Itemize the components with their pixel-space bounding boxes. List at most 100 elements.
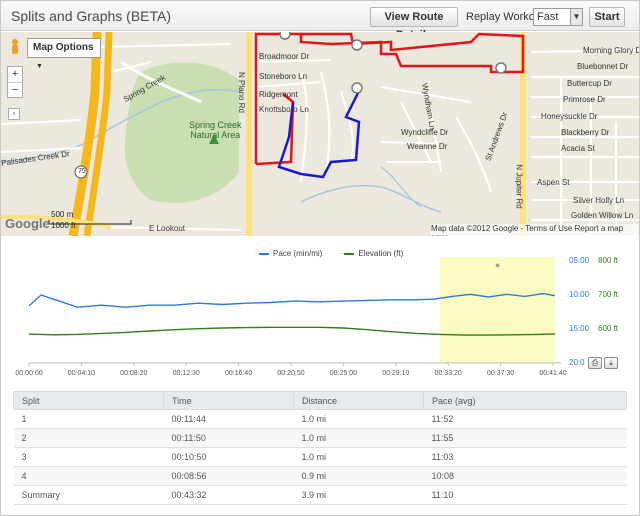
scale-m-label: 500 m <box>51 210 74 219</box>
x-tick-label: 00:12:30 <box>173 370 200 377</box>
highlight-marker: ◆ <box>495 263 500 269</box>
map-graphic <box>1 32 639 236</box>
map-label: Wyndcliffe Dr <box>401 128 449 137</box>
map-label: Morning Glory Dr <box>583 46 639 55</box>
view-route-details-button[interactable]: View Route Details <box>370 7 458 41</box>
map-label: Stoneboro Ln <box>259 72 308 81</box>
time-cell: 00:43:32 <box>163 485 294 505</box>
map-label: Weanne Dr <box>407 142 448 151</box>
chart-legend: Pace (min/mi) Elevation (ft) <box>259 249 403 258</box>
distance-cell: 3.9 mi <box>293 485 424 505</box>
download-icon[interactable]: ⤓ <box>604 357 618 369</box>
pace-series-line <box>28 292 556 308</box>
street-grid <box>1 43 639 232</box>
zoom-out-button[interactable]: − <box>11 84 19 96</box>
x-tick-label: 00:08:20 <box>120 370 147 377</box>
zoom-control: + − <box>7 66 23 98</box>
x-tick-label: 00:29:10 <box>382 370 409 377</box>
route-75-shield <box>74 165 88 179</box>
panel-title: Splits and Graphs (BETA) <box>11 8 172 24</box>
map-label: Ridgemont <box>259 90 298 99</box>
x-tick-label: 00:16:40 <box>225 370 252 377</box>
split-cell: 1 <box>13 409 164 429</box>
print-icon[interactable]: ⎙ <box>588 357 602 369</box>
map-label: E Lookout <box>149 224 186 233</box>
split-cell: 4 <box>13 466 164 486</box>
time-cell: 00:11:50 <box>163 428 294 448</box>
legend-elevation: Elevation (ft) <box>344 249 403 258</box>
x-tick-label: 00:33:20 <box>435 370 462 377</box>
x-tick-label: 00:00:00 <box>15 370 42 377</box>
scale-bar <box>48 220 132 225</box>
scale-ft-label: 1000 ft <box>51 221 76 230</box>
park-tree-icon <box>209 134 219 144</box>
map-label: Honeysuckle Dr <box>541 112 598 121</box>
x-tick-label: 00:20:50 <box>277 370 304 377</box>
replay-highlight-band <box>440 257 555 363</box>
column-header: Distance <box>293 391 424 410</box>
creek-line <box>300 184 442 213</box>
pace-tick-label: 10:00 <box>569 290 590 299</box>
highway-75 <box>68 32 102 236</box>
distance-cell: 1.0 mi <box>293 428 424 448</box>
start-button[interactable]: Start <box>589 7 625 27</box>
map-label: Broadmoor Dr <box>259 52 310 61</box>
column-header: Time <box>163 391 294 410</box>
replay-speed-select[interactable]: Fast ▼ <box>533 8 583 26</box>
pace-tick-label: 20:0 <box>569 358 585 367</box>
chevron-down-icon[interactable]: ▼ <box>570 9 582 25</box>
distance-cell: 0.9 mi <box>293 466 424 486</box>
map-label: Primrose Dr <box>563 95 606 104</box>
map-label: N Jupiter Rd <box>514 164 524 209</box>
x-tick-label: 00:04:10 <box>68 370 95 377</box>
map-attribution[interactable]: Map data ©2012 Google - Terms of Use Rep… <box>431 224 639 236</box>
pace-tick-label: 15:00 <box>569 324 590 333</box>
table-row: 4 00:08:56 0.9 mi 10:08 <box>13 466 627 486</box>
street-view-pegman-icon[interactable] <box>9 38 21 58</box>
elevation-tick-label: 600 ft <box>598 324 619 333</box>
map-label: Bluebonnet Dr <box>577 62 629 71</box>
route-blue-segment <box>277 86 363 179</box>
map-label: Blackberry Dr <box>561 128 610 137</box>
route-map[interactable]: Map Options ▼ + − ▫ Spring Creek Spring … <box>1 32 639 236</box>
x-tick-label: 00:25:00 <box>330 370 357 377</box>
map-options-button[interactable]: Map Options ▼ <box>27 38 101 70</box>
elevation-tick-label: 700 ft <box>598 290 619 299</box>
column-header: Split <box>13 391 164 410</box>
summary-row: Summary 00:43:32 3.9 mi 11:10 <box>13 485 627 505</box>
column-header: Pace (avg) <box>423 391 627 410</box>
creek-line <box>1 88 242 163</box>
time-cell: 00:11:44 <box>163 409 294 429</box>
split-cell: Summary <box>13 485 164 505</box>
chevron-down-icon: ▼ <box>36 63 43 70</box>
pace-tick-label: 05:00 <box>569 256 590 265</box>
legend-pace: Pace (min/mi) <box>259 249 322 258</box>
map-label: N Plano Rd <box>236 72 246 113</box>
map-label: Acacia St <box>561 144 595 153</box>
replay-label: Replay Workout: <box>466 11 548 23</box>
spring-creek-parkway <box>120 60 202 104</box>
legend-pace-label: Pace (min/mi) <box>273 249 323 258</box>
table-row: 1 00:11:44 1.0 mi 11:52 <box>13 409 627 429</box>
zoom-in-button[interactable]: + <box>8 67 22 83</box>
scale-toggle-icon[interactable]: ▫ <box>8 108 20 120</box>
x-tick-label: 00:37:30 <box>487 370 514 377</box>
pace-cell: 10:08 <box>423 466 627 486</box>
time-cell: 00:10:50 <box>163 447 294 467</box>
legend-elevation-label: Elevation (ft) <box>358 249 404 258</box>
pace-cell: 11:03 <box>423 447 627 467</box>
pace-elevation-chart: 00:00:00 00:04:10 00:08:20 00:12:30 00:16:40… <box>1 239 639 381</box>
x-tick-label: 00:41:40 <box>539 370 566 377</box>
chart-svg: 00:00:00 00:04:10 00:08:20 00:12:30 00:16:40… <box>15 256 619 377</box>
split-cell: 3 <box>13 447 164 467</box>
replay-speed-value: Fast <box>537 11 559 23</box>
map-label: Silver Holly Ln <box>573 196 625 205</box>
distance-cell: 1.0 mi <box>293 447 424 467</box>
header-bar: Splits and Graphs (BETA) View Route Deta… <box>1 1 639 41</box>
map-label: Aspen St <box>537 178 570 187</box>
map-label: Golden Willow Ln <box>571 211 634 220</box>
split-cell: 2 <box>13 428 164 448</box>
split-markers <box>279 32 507 94</box>
highway-75-service <box>83 32 113 236</box>
